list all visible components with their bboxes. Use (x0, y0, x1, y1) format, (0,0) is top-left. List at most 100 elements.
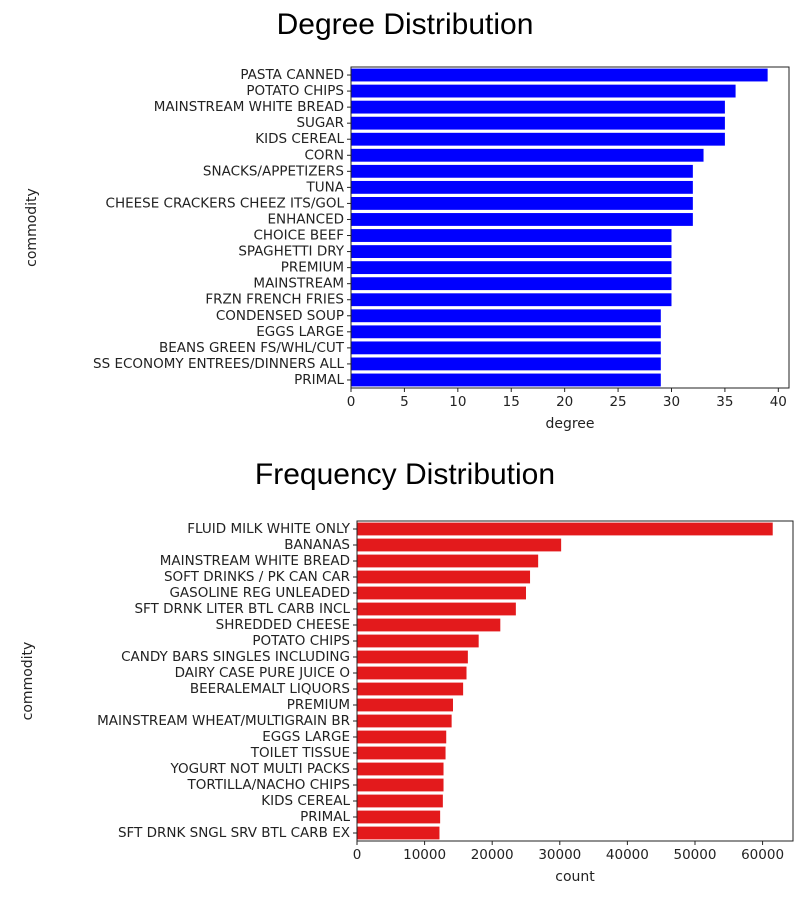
x-tick-label: 15 (503, 394, 520, 410)
y-tick-label: EGGS LARGE (256, 324, 344, 340)
y-tick-label: PRIMAL (294, 372, 344, 388)
y-tick-label: SOFT DRINKS / PK CAN CAR (164, 569, 350, 585)
plot-frame (350, 66, 790, 389)
bar (357, 618, 501, 632)
bar (351, 213, 693, 226)
bar (357, 826, 440, 840)
bar (357, 698, 453, 712)
bar (351, 373, 661, 387)
y-tick-label: SNACKS/APPETIZERS (203, 163, 344, 179)
bar (357, 538, 562, 552)
y-tick-label: TUNA (306, 179, 345, 195)
y-tick-label: KIDS CEREAL (261, 793, 350, 809)
y-tick-label: POTATO CHIPS (252, 633, 350, 649)
bar (351, 357, 661, 371)
y-axis-label: commodity (20, 642, 36, 721)
x-tick-label: 30000 (538, 847, 581, 863)
bar (351, 148, 704, 162)
y-tick-label: DAIRY CASE PURE JUICE O (175, 665, 350, 681)
x-tick-label: 30 (663, 394, 680, 410)
bar (351, 180, 693, 194)
bar (351, 132, 725, 146)
y-tick-label: BANANAS (284, 537, 350, 553)
y-tick-label: FLUID MILK WHITE ONLY (187, 521, 350, 537)
x-axis-label: count (555, 869, 595, 885)
bar (357, 522, 773, 536)
bar (357, 794, 443, 808)
y-axis-label: commodity (24, 188, 40, 267)
y-tick-label: SFT DRNK LITER BTL CARB INCL (134, 601, 350, 617)
y-tick-label: PREMIUM (281, 260, 344, 276)
bar (351, 245, 672, 258)
bar (351, 261, 672, 275)
y-tick-label: YOGURT NOT MULTI PACKS (169, 761, 350, 777)
bar (357, 746, 446, 760)
y-tick-label: BEERALEMALT LIQUORS (190, 681, 350, 697)
plot-frame (356, 520, 794, 842)
y-tick-label: CANDY BARS SINGLES INCLUDING (121, 649, 350, 665)
y-tick-label: PRIMAL (300, 809, 350, 825)
bar (351, 100, 725, 114)
bar (357, 586, 526, 600)
x-tick-label: 60000 (741, 847, 784, 863)
x-tick-label: 20000 (471, 847, 514, 863)
bar (357, 714, 452, 728)
bar (351, 68, 768, 82)
y-tick-label: ENHANCED (268, 211, 344, 227)
bar (351, 277, 672, 291)
x-tick-label: 5 (400, 394, 409, 410)
bar (357, 634, 479, 648)
frequency-chart-title: Frequency Distribution (254, 458, 556, 491)
y-tick-label: SUGAR (296, 115, 344, 131)
y-tick-label: MAINSTREAM WHITE BREAD (160, 553, 350, 569)
x-tick-label: 35 (716, 394, 733, 410)
y-tick-label: MAINSTREAM (253, 276, 344, 292)
x-tick-label: 10 (449, 394, 466, 410)
bar (351, 229, 672, 242)
x-tick-label: 40 (770, 394, 787, 410)
y-tick-label: PREMIUM (287, 697, 350, 713)
bar (357, 602, 516, 616)
bar (351, 116, 725, 130)
bar (351, 341, 661, 355)
y-tick-label: SFT DRNK SNGL SRV BTL CARB EX (118, 825, 350, 841)
y-tick-label: MAINSTREAM WHITE BREAD (154, 99, 344, 115)
bar (351, 309, 661, 323)
y-tick-label: MAINSTREAM WHEAT/MULTIGRAIN BR (97, 713, 350, 729)
bar (357, 650, 468, 664)
bar (351, 197, 693, 210)
bar (351, 293, 672, 307)
x-tick-label: 10000 (403, 847, 446, 863)
y-tick-label: PASTA CANNED (240, 67, 344, 83)
x-tick-label: 0 (353, 847, 362, 863)
bar (357, 810, 441, 824)
bar (351, 325, 661, 339)
y-tick-label: FRZN FRENCH FRIES (205, 292, 344, 308)
y-tick-label: TOILET TISSUE (250, 745, 350, 761)
y-tick-label: CHEESE CRACKERS CHEEZ ITS/GOL (106, 195, 345, 211)
x-axis-label: degree (545, 416, 594, 432)
bar (357, 778, 444, 792)
bar (357, 666, 467, 680)
x-tick-label: 0 (347, 394, 356, 410)
y-tick-label: CORN (304, 147, 344, 163)
bar (351, 84, 736, 98)
y-tick-label: GASOLINE REG UNLEADED (169, 585, 350, 601)
y-tick-label: SHREDDED CHEESE (216, 617, 350, 633)
bar (357, 570, 531, 584)
bar (357, 762, 444, 776)
y-tick-label: BEANS GREEN FS/WHL/CUT (159, 340, 345, 356)
y-tick-label: SS ECONOMY ENTREES/DINNERS ALL (93, 356, 344, 372)
x-tick-label: 50000 (674, 847, 717, 863)
bar (351, 164, 693, 178)
bar (357, 730, 447, 744)
bar (357, 554, 539, 568)
y-tick-label: EGGS LARGE (262, 729, 350, 745)
y-tick-label: POTATO CHIPS (246, 83, 344, 99)
bar (357, 682, 464, 696)
degree-chart-title: Degree Distribution (276, 8, 534, 41)
y-tick-label: CHOICE BEEF (253, 228, 344, 244)
x-tick-label: 25 (609, 394, 626, 410)
